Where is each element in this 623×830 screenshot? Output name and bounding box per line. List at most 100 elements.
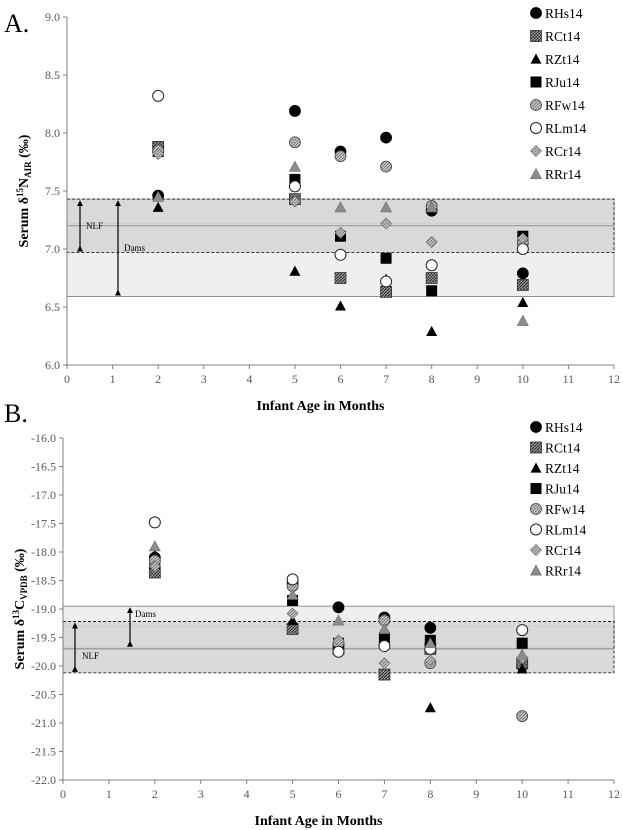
legend-label: RZt14	[545, 52, 580, 67]
legend-marker	[529, 543, 543, 557]
x-tick-label: 11	[562, 787, 574, 801]
data-point	[152, 201, 164, 212]
x-tick-label: 6	[336, 787, 342, 801]
legend-marker	[530, 7, 542, 19]
data-point	[286, 588, 299, 600]
x-tick-label: 8	[429, 372, 435, 386]
data-point	[516, 663, 528, 674]
y-axis-title-part: VPDB	[19, 575, 29, 600]
data-point	[378, 632, 390, 643]
y-tick-label: 7.5	[45, 184, 60, 198]
y-axis-title-part: N	[17, 178, 32, 188]
legend-item-rzt14: RZt14	[530, 461, 580, 476]
data-point	[152, 190, 165, 202]
data-point	[378, 668, 391, 681]
legend-item-rzt14: RZt14	[530, 52, 580, 67]
y-tick-label: -19.0	[31, 602, 56, 616]
legend-marker	[530, 30, 542, 42]
data-point	[334, 226, 347, 239]
data-point	[335, 300, 346, 311]
data-point	[380, 275, 393, 288]
data-point	[334, 201, 347, 213]
legend-label: RLm14	[545, 121, 587, 136]
x-tick-label: 5	[290, 787, 296, 801]
panel-letter: A.	[4, 9, 29, 38]
x-tick-label: 5	[292, 372, 298, 386]
data-point	[380, 160, 392, 173]
data-point	[286, 623, 299, 635]
data-point	[516, 637, 528, 649]
data-point	[425, 259, 438, 272]
legend-item-rlm14: RLm14	[530, 523, 587, 538]
legend-item-rcr14: RCr14	[529, 144, 581, 159]
y-axis-title-part: Serum δ	[17, 197, 32, 247]
data-point	[378, 622, 391, 634]
data-point	[332, 645, 345, 658]
data-point	[334, 272, 347, 284]
y-axis-title-part: 13	[11, 610, 21, 620]
data-point	[424, 637, 437, 649]
y-tick-label: -16.0	[31, 431, 56, 445]
legend-marker	[530, 503, 542, 515]
legend-label: RCr14	[545, 543, 581, 558]
legend-item-rju14: RJu14	[530, 482, 580, 497]
data-point	[287, 614, 299, 626]
y-axis-title-part: AIR	[23, 161, 33, 178]
y-tick-label: 7.0	[45, 242, 60, 256]
x-tick-label: 1	[110, 372, 116, 386]
data-point	[288, 160, 301, 172]
data-point	[148, 540, 161, 552]
data-point	[516, 314, 529, 326]
data-point	[332, 634, 345, 647]
y-tick-label: -16.5	[31, 460, 56, 474]
data-point	[380, 286, 392, 298]
legend-label: RJu14	[545, 75, 580, 90]
y-axis-title-part: (‰)	[17, 134, 32, 161]
data-point	[516, 279, 529, 291]
data-point	[152, 147, 165, 160]
y-axis-title-part: 15	[15, 188, 25, 198]
data-point	[516, 648, 529, 660]
x-tick-label: 7	[383, 372, 389, 386]
y-tick-label: -18.0	[31, 545, 56, 559]
legend-label: RZt14	[545, 461, 580, 476]
band-label-nlf: NLF	[82, 651, 99, 661]
band-label-nlf: NLF	[86, 221, 103, 231]
x-axis-title: Infant Age in Months	[255, 814, 384, 829]
data-point	[516, 267, 529, 280]
legend-label: RRr14	[545, 167, 581, 182]
x-tick-label: 4	[244, 787, 250, 801]
band-label-dams: Dams	[135, 609, 156, 619]
x-tick-label: 2	[155, 372, 161, 386]
x-axis-title: Infant Age in Months	[257, 399, 386, 414]
legend-marker	[530, 462, 542, 473]
data-point	[424, 621, 437, 634]
legend-label: RHs14	[545, 6, 583, 21]
y-tick-label: -20.5	[31, 688, 56, 702]
x-tick-label: 8	[427, 787, 433, 801]
legend-marker	[529, 144, 543, 158]
legend-label: RCr14	[545, 144, 581, 159]
y-tick-label: -18.5	[31, 574, 56, 588]
data-point	[425, 272, 438, 284]
data-point	[288, 180, 301, 193]
data-point	[148, 560, 161, 573]
data-point	[380, 217, 393, 230]
data-point	[334, 150, 347, 163]
x-tick-label: 10	[517, 372, 529, 386]
y-tick-label: -17.0	[31, 488, 56, 502]
legend-label: RHs14	[545, 420, 583, 435]
legend-item-rhs14: RHs14	[530, 6, 583, 21]
data-point	[425, 201, 438, 213]
data-point	[332, 601, 345, 614]
legend-marker	[530, 53, 542, 64]
y-tick-label: -21.5	[31, 745, 56, 759]
data-point	[378, 657, 391, 670]
data-point	[516, 710, 529, 723]
y-tick-label: 8.0	[45, 126, 60, 140]
x-tick-label: 9	[473, 787, 479, 801]
x-tick-label: 2	[152, 787, 158, 801]
data-point	[289, 173, 301, 185]
data-point	[380, 131, 392, 144]
